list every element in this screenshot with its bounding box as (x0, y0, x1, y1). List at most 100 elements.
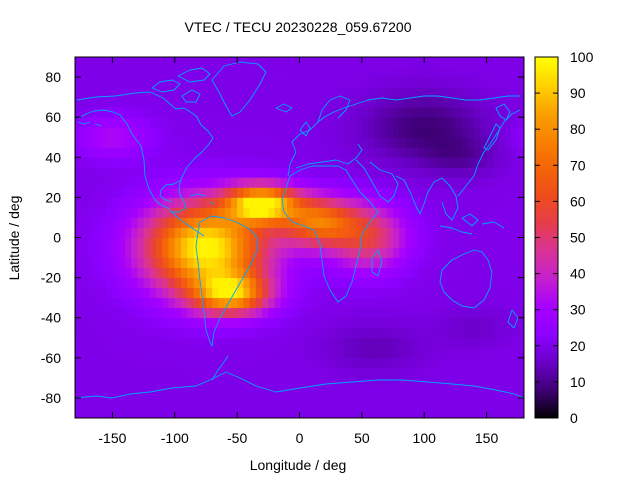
heat-cell (243, 137, 251, 148)
heat-cell (436, 337, 444, 349)
heat-cell (187, 357, 194, 369)
heat-cell (355, 367, 363, 379)
heat-cell (99, 327, 107, 339)
heat-cell (343, 117, 350, 128)
heat-cell (293, 297, 300, 309)
heat-cell (368, 87, 375, 98)
heat-cell (230, 127, 238, 138)
heat-cell (255, 317, 263, 329)
heat-cell (411, 187, 419, 198)
heat-cell (287, 347, 294, 359)
heat-cell (318, 317, 325, 329)
heat-cell (131, 277, 138, 289)
heat-cell (380, 137, 388, 148)
heat-cell (75, 377, 82, 389)
heat-cell (393, 167, 400, 178)
heat-cell (81, 187, 88, 198)
heat-cell (87, 137, 95, 148)
heat-cell (380, 157, 388, 168)
heat-cell (318, 377, 325, 389)
heat-cell (386, 87, 394, 98)
heat-cell (237, 187, 244, 198)
heat-cell (492, 57, 500, 68)
heat-cell (255, 57, 263, 68)
heat-cell (449, 347, 456, 359)
heat-cell (430, 307, 438, 319)
heat-cell (467, 297, 475, 309)
heat-cell (187, 387, 194, 399)
heat-cell (499, 227, 506, 238)
coastline-arctic-islands-3 (181, 89, 201, 103)
heat-cell (511, 167, 519, 178)
heat-cell (511, 67, 519, 78)
heat-cell (199, 187, 207, 198)
heat-cell (505, 147, 512, 158)
heat-cell (311, 247, 319, 258)
heat-cell (99, 257, 107, 268)
heat-cell (318, 267, 325, 279)
heat-cell (262, 397, 269, 409)
heat-cell (230, 387, 238, 399)
heat-cell (149, 297, 157, 309)
heat-cell (430, 167, 438, 178)
heat-cell (336, 137, 344, 148)
heat-cell (87, 297, 95, 309)
heat-cell (162, 327, 169, 339)
heat-cell (224, 257, 232, 268)
heat-cell (455, 397, 463, 409)
heat-cell (243, 57, 251, 68)
heat-cell (461, 327, 469, 339)
colorbar-segment (535, 174, 558, 178)
heat-cell (436, 257, 444, 268)
heat-cell (287, 177, 294, 188)
heat-cell (442, 207, 450, 218)
heat-cell (455, 337, 463, 349)
heat-cell (517, 177, 525, 188)
colorbar-segment (535, 258, 558, 263)
heat-cell (143, 257, 151, 268)
heat-cell (374, 287, 381, 299)
heat-cell (442, 337, 450, 349)
heat-cell (137, 277, 144, 289)
heat-cell (517, 147, 525, 158)
heat-cell (311, 317, 319, 329)
heat-cell (511, 157, 519, 168)
heat-cell (424, 127, 431, 138)
heat-cell (499, 207, 506, 218)
heat-cell (424, 347, 431, 359)
heat-cell (361, 97, 369, 108)
heat-cell (343, 107, 350, 118)
heat-cell (417, 307, 425, 319)
heat-cell (492, 327, 500, 339)
heat-cell (230, 97, 238, 108)
heat-cell (224, 307, 232, 319)
heat-cell (106, 397, 113, 409)
heat-cell (399, 97, 406, 108)
heat-cell (405, 407, 413, 419)
heat-cell (106, 237, 113, 248)
heat-cell (224, 97, 232, 108)
heat-cell (455, 347, 463, 359)
heat-cell (424, 307, 431, 319)
heat-cell (436, 137, 444, 148)
heat-cell (287, 327, 294, 339)
heat-cell (274, 297, 282, 309)
heat-cell (193, 217, 201, 228)
heat-cell (486, 297, 494, 309)
colorbar-segment (535, 171, 558, 175)
heat-cell (287, 397, 294, 409)
heat-cell (517, 377, 525, 389)
heat-cell (99, 337, 107, 349)
heat-cell (81, 237, 88, 248)
heat-cell (75, 297, 82, 309)
heat-cell (424, 267, 431, 279)
heat-cell (505, 67, 512, 78)
y-tick-label: 0 (53, 230, 61, 246)
heat-cell (336, 407, 344, 419)
heat-cell (137, 197, 144, 208)
heat-cell (424, 107, 431, 118)
heat-cell (405, 97, 413, 108)
heat-cell (399, 247, 406, 258)
heat-cell (287, 227, 294, 238)
heat-cell (168, 257, 176, 268)
